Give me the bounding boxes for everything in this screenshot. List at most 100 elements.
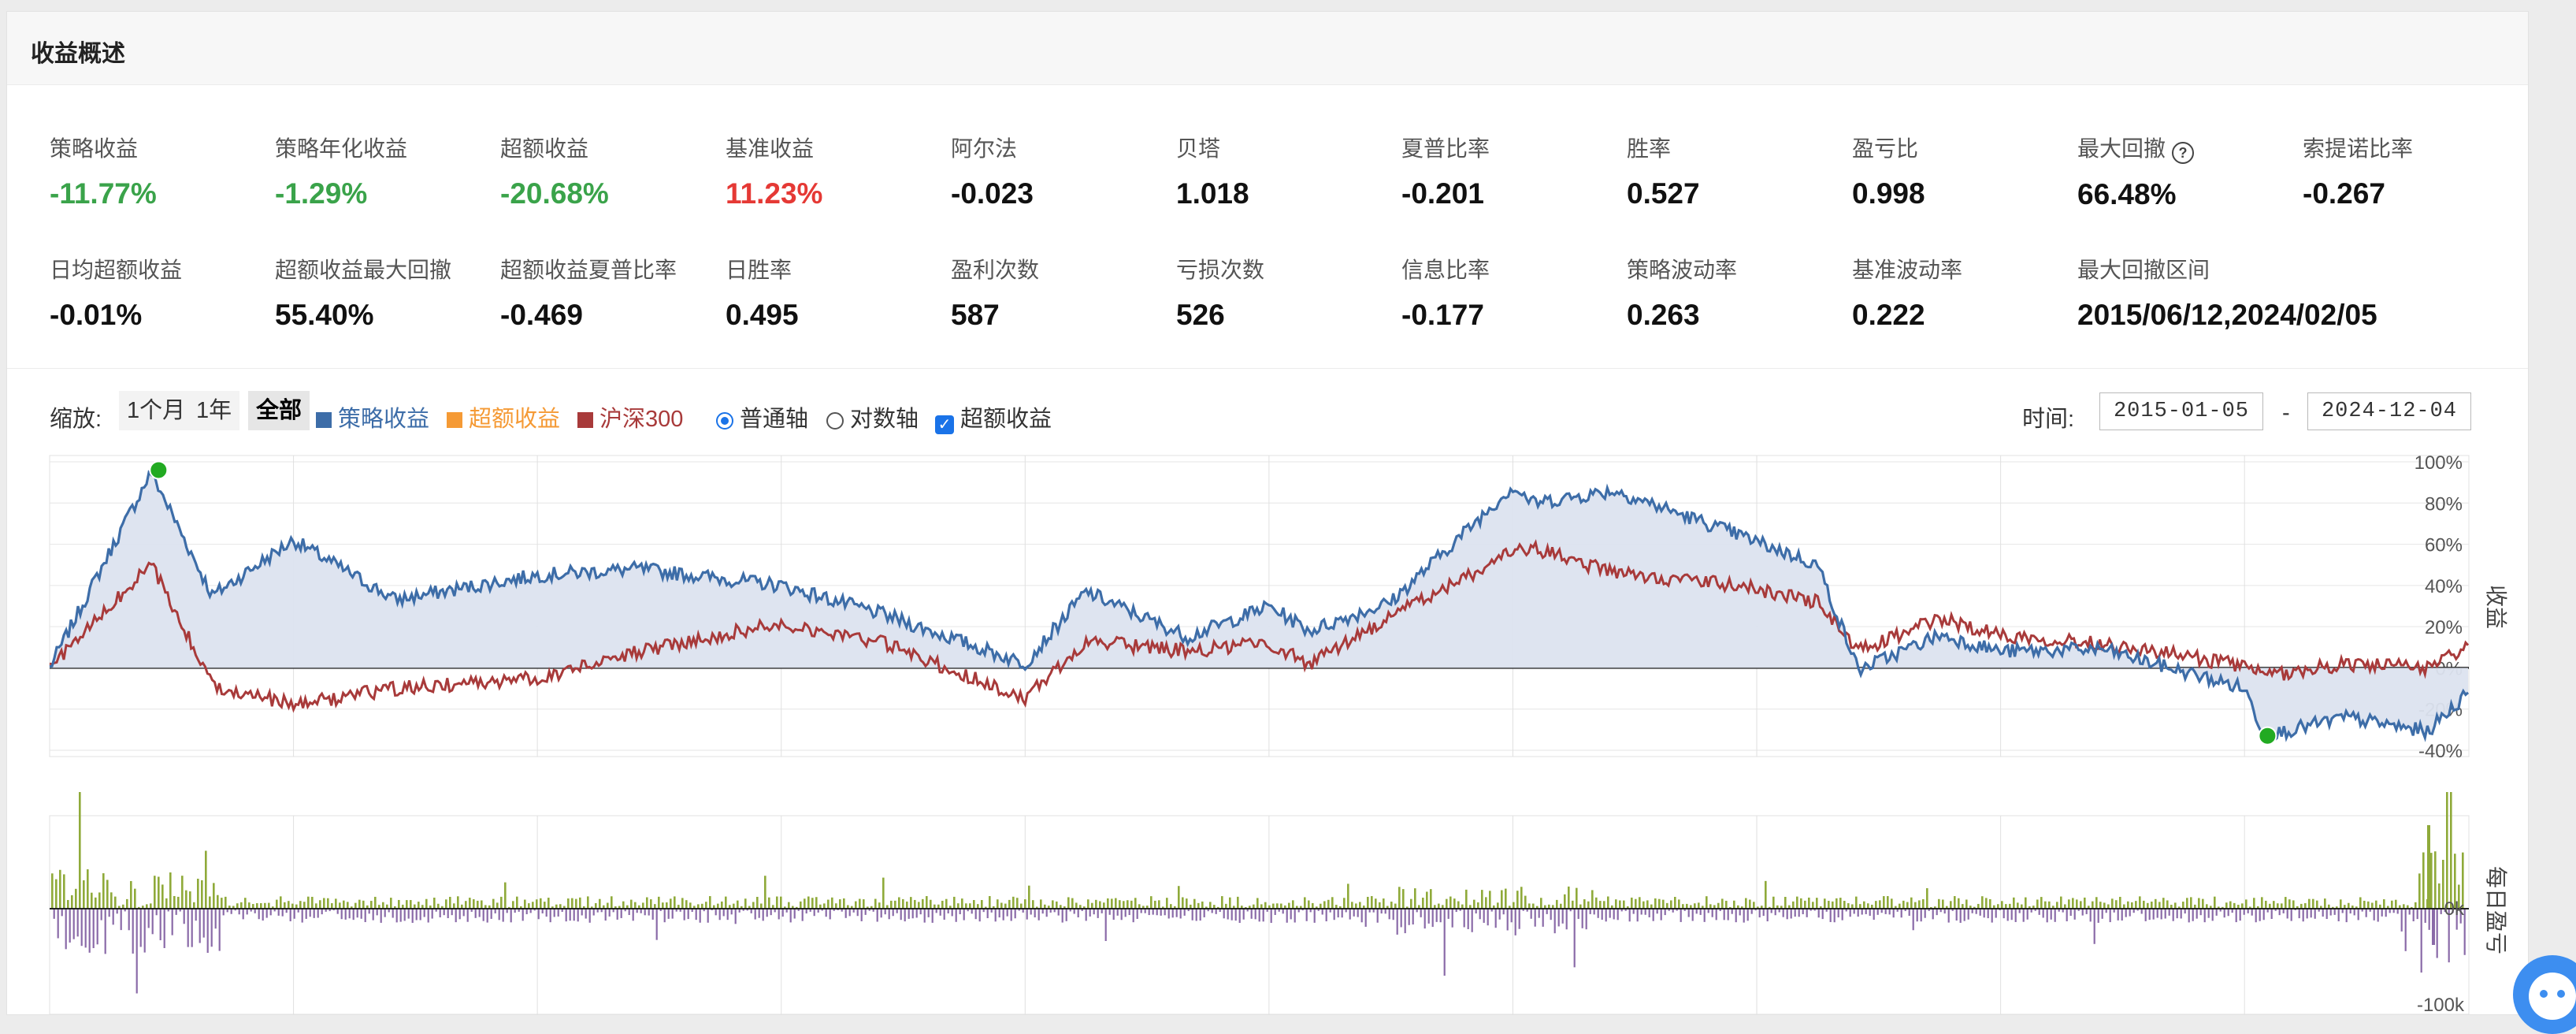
daily-bar-positive <box>1662 899 1665 909</box>
daily-bar-positive <box>524 899 526 909</box>
daily-bar-positive <box>1473 899 1475 909</box>
daily-bar-negative <box>482 909 484 921</box>
daily-bar-positive <box>197 878 199 909</box>
daily-bar-negative <box>896 909 898 913</box>
daily-bar-negative <box>336 909 339 914</box>
daily-bar-positive <box>1178 886 1180 909</box>
date-to-input[interactable]: 2024-12-04 <box>2307 392 2471 430</box>
daily-bar-negative <box>927 909 930 917</box>
daily-bar-positive <box>1036 906 1038 909</box>
daily-bar-negative <box>1833 909 1835 923</box>
daily-bar-positive <box>2107 904 2110 909</box>
daily-bar-positive <box>2099 902 2102 909</box>
daily-bar-positive <box>1449 896 1452 909</box>
daily-bar-negative <box>364 909 366 923</box>
daily-bar-negative <box>1329 909 1331 913</box>
daily-bar-negative <box>297 909 299 913</box>
daily-bar-positive <box>1611 905 1613 909</box>
daily-bar-positive <box>1469 905 1472 909</box>
daily-bar-positive <box>1193 898 1196 909</box>
daily-bar-negative <box>1861 909 1863 915</box>
daily-bar-negative <box>1770 909 1772 913</box>
daily-bar-negative <box>328 909 331 912</box>
daily-bar-positive <box>559 904 562 909</box>
daily-bar-negative <box>2408 909 2411 915</box>
daily-bar-positive <box>2229 901 2232 909</box>
daily-bar-positive <box>201 880 203 909</box>
help-icon[interactable]: ? <box>2172 141 2195 164</box>
daily-bar-negative <box>1999 909 2001 911</box>
daily-bar-negative <box>61 909 63 917</box>
daily-bar-negative <box>2144 909 2147 921</box>
daily-bar-positive <box>205 850 207 909</box>
daily-bar-negative <box>833 909 835 911</box>
daily-bar-negative <box>1581 909 1583 928</box>
daily-bar-positive <box>2147 902 2149 909</box>
daily-bar-negative <box>785 909 788 913</box>
daily-bar-negative <box>285 909 288 913</box>
daily-bar-positive <box>634 902 637 909</box>
zoom-1y-button[interactable]: 1年 <box>188 391 240 430</box>
daily-bar-positive <box>1040 899 1042 909</box>
daily-bar-positive <box>2387 906 2389 909</box>
daily-bar-positive <box>1788 905 1791 909</box>
daily-bar-positive <box>2415 902 2417 909</box>
daily-bar-positive <box>1477 902 1479 909</box>
daily-bar-positive <box>335 898 337 909</box>
legend-excess[interactable]: 超额收益 <box>447 400 560 433</box>
daily-bar-positive <box>1182 897 1184 909</box>
daily-bar-positive <box>1166 898 1168 909</box>
daily-bar-positive <box>67 899 69 909</box>
returns-line-chart[interactable]: 100%80%60%40%20%0%-20%-40%收益 <box>7 441 2528 772</box>
daily-bar-negative <box>1152 909 1154 915</box>
daily-bar-positive <box>1402 889 1405 909</box>
metric-value: 11.23% <box>726 177 823 210</box>
daily-bar-positive <box>449 896 451 909</box>
daily-bar-positive <box>366 905 369 909</box>
legend-strategy[interactable]: 策略收益 <box>316 400 429 433</box>
daily-bar-negative <box>632 909 634 921</box>
daily-bar-positive <box>1910 897 1913 909</box>
daily-bar-negative <box>1849 909 1851 917</box>
daily-bar-negative <box>451 909 453 916</box>
daily-bar-positive <box>1268 905 1271 909</box>
daily-bar-positive <box>414 904 416 909</box>
daily-bar-negative <box>1900 909 1902 918</box>
daily-bar-positive <box>2375 900 2377 909</box>
daily-bar-positive <box>2210 906 2212 909</box>
daily-bar-negative <box>1947 909 1950 923</box>
daily-bar-negative <box>600 909 603 913</box>
radio-log-axis[interactable]: 对数轴 <box>826 400 919 433</box>
legend-csi300[interactable]: 沪深300 <box>577 400 683 433</box>
daily-bar-positive <box>1067 897 1070 909</box>
excess-checkbox[interactable]: ✓ 超额收益 <box>935 400 1052 434</box>
date-from-input[interactable]: 2015-01-05 <box>2099 392 2263 430</box>
daily-bar-positive <box>2462 852 2464 909</box>
daily-bar-negative <box>376 909 378 916</box>
daily-bar-negative <box>872 909 874 912</box>
daily-bar-positive <box>465 901 467 909</box>
zoom-1m-button[interactable]: 1个月 <box>119 391 194 430</box>
daily-bar-negative <box>537 909 540 920</box>
daily-bar-negative <box>1101 909 1103 913</box>
daily-bar-positive <box>2143 900 2145 909</box>
daily-bar-negative <box>360 909 362 919</box>
daily-pnl-bar-chart[interactable]: 0k -100k 每日盈亏 <box>7 792 2528 1014</box>
daily-bar-positive <box>1579 904 1582 909</box>
daily-bar-negative <box>2203 909 2206 923</box>
daily-bar-positive <box>670 898 672 909</box>
radio-linear-axis[interactable]: 普通轴 <box>716 400 808 433</box>
daily-bar-positive <box>138 906 140 909</box>
daily-bar-negative <box>1037 909 1040 921</box>
daily-bar-negative <box>1526 909 1528 912</box>
daily-bar-negative <box>585 909 587 919</box>
daily-bar-positive <box>737 900 739 909</box>
daily-bar-negative <box>135 909 138 994</box>
daily-bar-positive <box>339 902 341 909</box>
daily-bar-negative <box>1995 909 1997 918</box>
daily-bar-positive <box>717 903 719 909</box>
daily-bar-positive <box>744 898 747 909</box>
daily-bar-negative <box>2219 909 2222 912</box>
zoom-all-button[interactable]: 全部 <box>248 391 310 430</box>
daily-bar-positive <box>1670 900 1672 909</box>
